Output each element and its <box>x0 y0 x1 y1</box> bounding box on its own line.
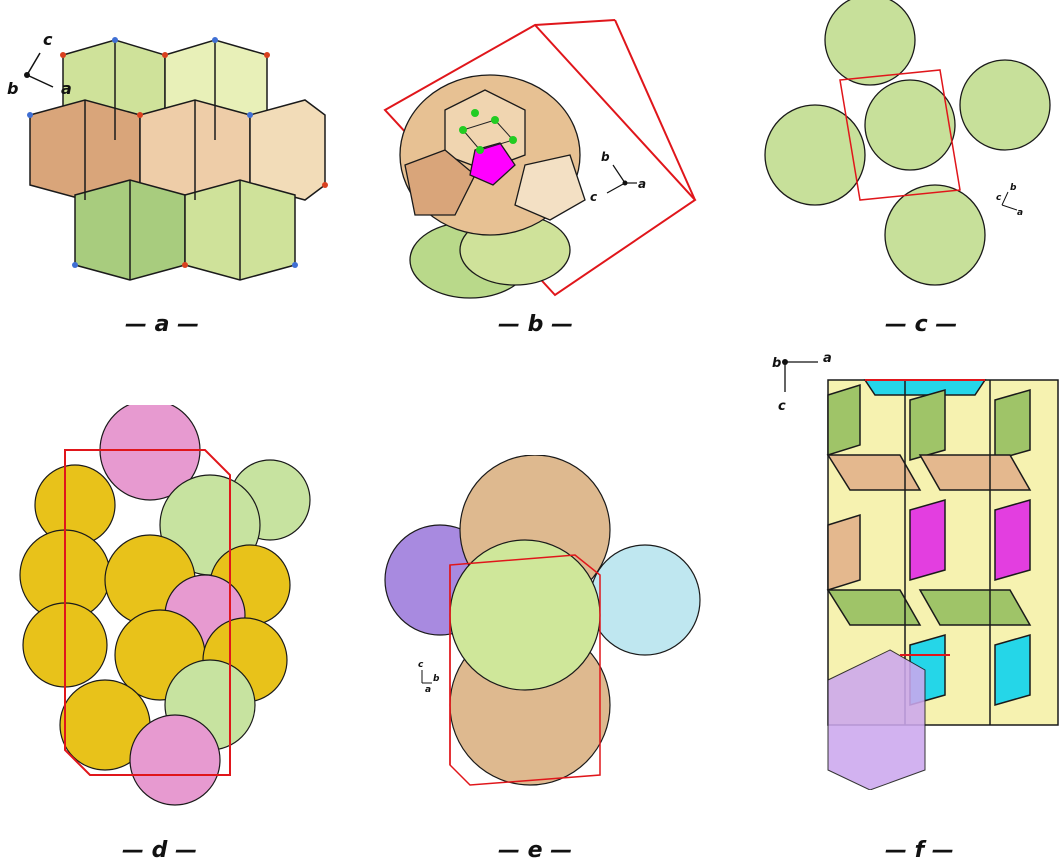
structure-b-illustration: b c a <box>383 19 697 299</box>
axis-triad <box>26 52 54 88</box>
caption-c: — c — <box>885 312 958 337</box>
caption-e: — e — <box>498 838 573 863</box>
axis-label-c: c <box>996 193 1002 203</box>
axis-label-b: b <box>601 150 610 164</box>
axis-triad <box>606 164 637 194</box>
caption-f: — f — <box>885 838 954 863</box>
axis-label-b: b <box>772 356 781 371</box>
axis-triad <box>784 361 818 392</box>
structure-e-illustration: c b a <box>384 455 701 786</box>
panel-c: b c a <box>760 0 1060 300</box>
axis-label-a: a <box>1017 208 1023 218</box>
panel-f: b a c <box>760 350 1060 790</box>
axis-label-c: c <box>778 399 786 414</box>
axis-label-c: c <box>590 190 597 204</box>
axis-label-b: b <box>7 79 18 98</box>
structure-a-illustration: c b a <box>7 30 328 281</box>
structure-c-illustration: b c a <box>764 0 1051 286</box>
panel-a: c b a <box>5 15 335 300</box>
panel-b: b c a <box>375 15 715 300</box>
caption-d: — d — <box>122 838 198 863</box>
axis-label-a: a <box>425 685 431 695</box>
axis-triad <box>421 670 432 684</box>
caption-b: — b — <box>498 312 574 337</box>
axis-label-a: a <box>638 177 646 191</box>
axis-label-a: a <box>823 351 832 366</box>
axis-label-c: c <box>418 660 424 670</box>
structure-f-illustration: b a c <box>772 351 1059 790</box>
axis-triad <box>1001 191 1018 211</box>
caption-a: — a — <box>125 312 200 337</box>
axis-label-a: a <box>61 79 72 98</box>
panel-e: c b a <box>380 455 715 790</box>
panel-d <box>15 405 325 820</box>
axis-label-c: c <box>43 30 53 49</box>
axis-label-b: b <box>1010 183 1017 193</box>
axis-label-b: b <box>433 674 440 684</box>
structure-d-illustration <box>19 405 311 806</box>
